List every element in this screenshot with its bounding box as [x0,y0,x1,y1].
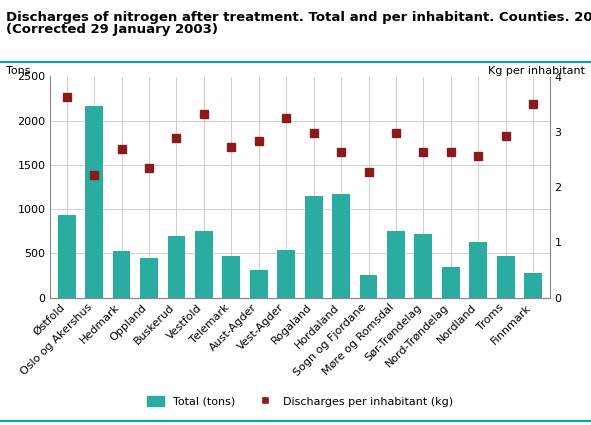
Bar [387,231,405,298]
Bar [414,234,433,298]
Bar [250,269,268,297]
Bar [332,194,350,298]
Legend: Total (tons), Discharges per inhabitant (kg): Total (tons), Discharges per inhabitant … [147,396,453,407]
Bar [195,231,213,298]
Bar [497,256,515,298]
Bar [469,242,487,298]
Bar [305,196,323,298]
Bar [167,235,186,298]
Bar [222,255,241,298]
Text: Discharges of nitrogen after treatment. Total and per inhabitant. Counties. 2001: Discharges of nitrogen after treatment. … [6,11,591,24]
Text: (Corrected 29 January 2003): (Corrected 29 January 2003) [6,23,218,37]
Bar [140,258,158,298]
Text: Kg per inhabitant: Kg per inhabitant [488,66,585,76]
Bar [113,251,131,298]
Bar [442,266,460,298]
Bar [85,106,103,298]
Bar [359,275,378,298]
Bar [524,273,542,298]
Text: Tons: Tons [6,66,30,76]
Bar [277,250,295,298]
Bar [58,215,76,298]
